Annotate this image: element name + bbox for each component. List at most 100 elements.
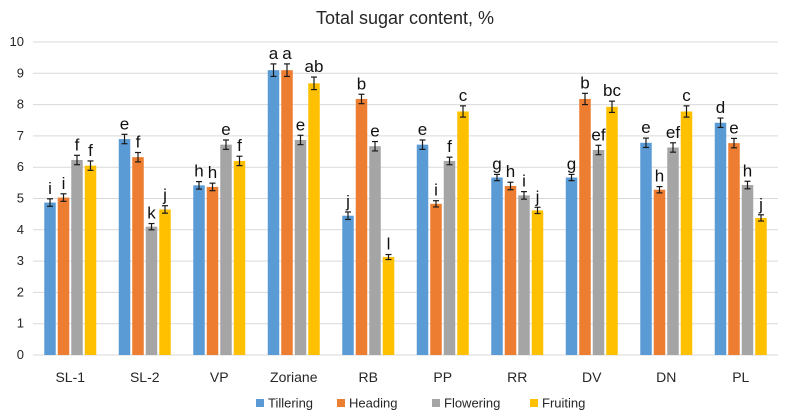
error-bars <box>47 63 764 261</box>
data-label: f <box>88 141 93 160</box>
bar <box>504 185 517 355</box>
x-tick-label: Zoriane <box>270 369 318 385</box>
bar <box>680 111 693 356</box>
legend-label: Flowering <box>444 396 500 411</box>
data-label: c <box>682 86 691 105</box>
bars <box>44 70 767 356</box>
legend-label: Heading <box>349 396 397 411</box>
y-tick-label: 2 <box>17 284 24 299</box>
data-label: h <box>655 167 664 186</box>
data-label: f <box>237 136 242 155</box>
bar <box>416 144 429 355</box>
bar <box>457 111 469 356</box>
data-label: i <box>62 174 66 193</box>
data-label: j <box>758 195 763 214</box>
x-axis-ticks: SL-1 SL-2 VP Zoriane RB PP RR DV DN PL <box>55 369 749 385</box>
bar <box>294 139 307 355</box>
x-tick-label: DV <box>582 369 602 385</box>
y-axis-ticks: 0 1 2 3 4 5 6 7 8 9 10 <box>10 34 24 362</box>
data-label: b <box>357 74 366 93</box>
data-label: f <box>136 132 141 151</box>
bar <box>57 197 70 355</box>
y-tick-label: 7 <box>17 128 24 143</box>
data-label: i <box>522 172 526 191</box>
data-label: i <box>48 179 52 198</box>
data-label: j <box>345 192 350 211</box>
bar <box>491 177 503 355</box>
bar <box>159 209 171 355</box>
bar <box>220 144 232 355</box>
bar <box>579 98 591 355</box>
y-tick-label: 3 <box>17 253 24 268</box>
bar <box>592 149 605 355</box>
data-label: a <box>269 44 279 63</box>
bar <box>518 195 530 355</box>
bar <box>443 160 456 355</box>
legend-swatch <box>337 399 345 407</box>
bar <box>308 83 320 355</box>
data-label: ef <box>666 123 680 142</box>
data-label: j <box>535 187 540 206</box>
data-label: f <box>75 135 80 154</box>
y-tick-label: 10 <box>10 34 24 49</box>
bar <box>369 146 381 355</box>
data-label: a <box>282 44 292 63</box>
data-label: d <box>716 98 725 117</box>
legend-label: Fruiting <box>542 396 585 411</box>
bar <box>233 160 246 355</box>
x-tick-label: VP <box>210 369 229 385</box>
legend-label: Tillering <box>268 396 313 411</box>
legend-swatch <box>256 399 264 407</box>
data-label: i <box>434 181 438 200</box>
bar <box>355 98 368 355</box>
bar <box>267 70 280 356</box>
bar <box>145 226 158 355</box>
bar <box>755 217 767 355</box>
data-label: g <box>567 154 576 173</box>
legend-swatch <box>432 399 440 407</box>
data-label: f <box>447 137 452 156</box>
bar <box>84 165 97 355</box>
y-tick-label: 1 <box>17 316 24 331</box>
y-tick-label: 6 <box>17 159 24 174</box>
data-label: e <box>729 118 738 137</box>
data-label: e <box>418 120 427 139</box>
data-label: l <box>387 235 391 254</box>
data-label: e <box>296 115 305 134</box>
data-label: b <box>580 73 589 92</box>
data-label: e <box>221 120 230 139</box>
bar <box>640 142 652 355</box>
data-label: g <box>492 154 501 173</box>
data-label: e <box>120 114 129 133</box>
data-label: bc <box>603 81 621 100</box>
bar <box>606 106 618 355</box>
bar <box>714 122 727 355</box>
data-label: j <box>162 186 167 205</box>
data-label: c <box>459 86 468 105</box>
data-label: e <box>641 118 650 137</box>
bar <box>382 257 395 355</box>
bar <box>728 143 740 355</box>
bar <box>741 185 754 355</box>
data-label: h <box>194 162 203 181</box>
data-label: h <box>208 163 217 182</box>
bar <box>430 203 442 355</box>
chart-title: Total sugar content, % <box>316 8 494 28</box>
legend-swatch <box>530 399 538 407</box>
data-label: h <box>506 162 515 181</box>
y-tick-label: 4 <box>17 222 24 237</box>
bar <box>281 70 293 356</box>
gridlines <box>33 41 778 356</box>
bar <box>531 210 544 355</box>
y-tick-label: 9 <box>17 65 24 80</box>
bar <box>118 139 131 355</box>
x-tick-label: PL <box>732 369 749 385</box>
x-tick-label: SL-1 <box>55 369 85 385</box>
data-label: e <box>370 122 379 141</box>
data-label: h <box>743 161 752 180</box>
bar <box>71 160 83 355</box>
legend: Tillering Heading Flowering Fruiting <box>256 396 585 411</box>
data-label: ef <box>591 125 605 144</box>
